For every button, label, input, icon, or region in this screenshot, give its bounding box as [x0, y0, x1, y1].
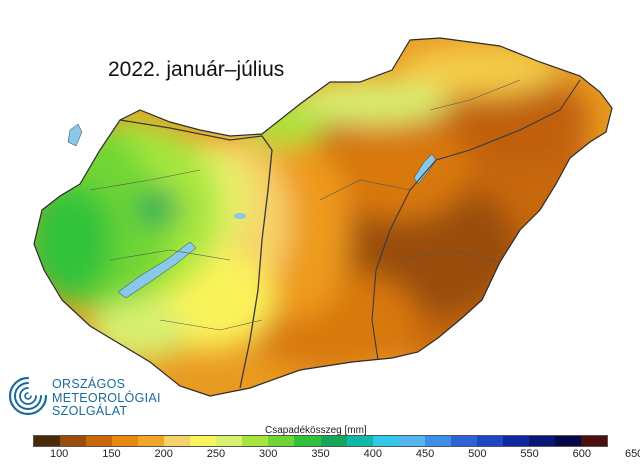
legend-swatch — [476, 436, 503, 446]
legend-swatch — [268, 436, 295, 446]
logo-line-2: METEOROLÓGIAI — [52, 390, 161, 405]
legend-swatch — [346, 436, 373, 446]
lake-ferto — [67, 123, 83, 147]
lake-balaton — [117, 241, 197, 299]
country-border — [33, 37, 613, 397]
legend-tick: 550 — [520, 448, 539, 460]
legend-swatch — [294, 436, 321, 446]
legend-title: Csapadékösszeg [mm] — [265, 425, 367, 436]
legend-tick: 350 — [311, 448, 330, 460]
legend-tick: 500 — [468, 448, 487, 460]
region-lines — [89, 79, 521, 331]
logo-text: ORSZÁGOS METEOROLÓGIAI SZOLGÁLAT — [52, 377, 161, 419]
legend-color-bar — [33, 435, 608, 447]
legend-tick: 450 — [415, 448, 435, 460]
legend-swatch — [372, 436, 399, 446]
legend-tick: 400 — [363, 448, 382, 460]
legend-swatch — [112, 436, 139, 446]
legend-tick-labels: 100 150 200 250 300 350 400 450 500 550 600 650 — [0, 448, 640, 473]
logo-line-3: SZOLGÁLAT — [52, 404, 128, 418]
legend-swatch — [190, 436, 217, 446]
legend-tick: 250 — [206, 448, 226, 460]
legend-swatch — [86, 436, 113, 446]
legend-tick: 300 — [259, 448, 278, 460]
legend-swatch — [554, 436, 581, 446]
legend-swatch — [580, 436, 608, 446]
omsz-logo: ORSZÁGOS METEOROLÓGIAI SZOLGÁLAT — [6, 370, 181, 430]
river-tisza — [371, 79, 581, 361]
legend-swatch — [398, 436, 425, 446]
legend-tick: 650 — [624, 448, 640, 460]
legend-tick: 150 — [102, 448, 121, 460]
swirl-logo-icon — [8, 376, 48, 416]
precipitation-map — [33, 37, 613, 397]
map-title: 2022. január–július — [108, 58, 285, 81]
legend-swatch — [502, 436, 529, 446]
legend-swatch — [528, 436, 555, 446]
legend-tick: 100 — [49, 448, 69, 460]
legend-swatch — [138, 436, 165, 446]
legend-swatch — [60, 436, 87, 446]
legend-swatch — [450, 436, 477, 446]
legend-swatch — [164, 436, 191, 446]
logo-line-1: ORSZÁGOS — [52, 377, 126, 391]
legend-tick: 200 — [154, 448, 173, 460]
legend-swatch — [242, 436, 269, 446]
legend-tick: 600 — [572, 448, 592, 460]
lake-velence — [234, 213, 246, 219]
legend-swatch — [34, 436, 61, 446]
legend-swatch — [424, 436, 451, 446]
legend-swatch — [216, 436, 243, 446]
legend-swatch — [320, 436, 347, 446]
river-danube — [119, 119, 273, 389]
